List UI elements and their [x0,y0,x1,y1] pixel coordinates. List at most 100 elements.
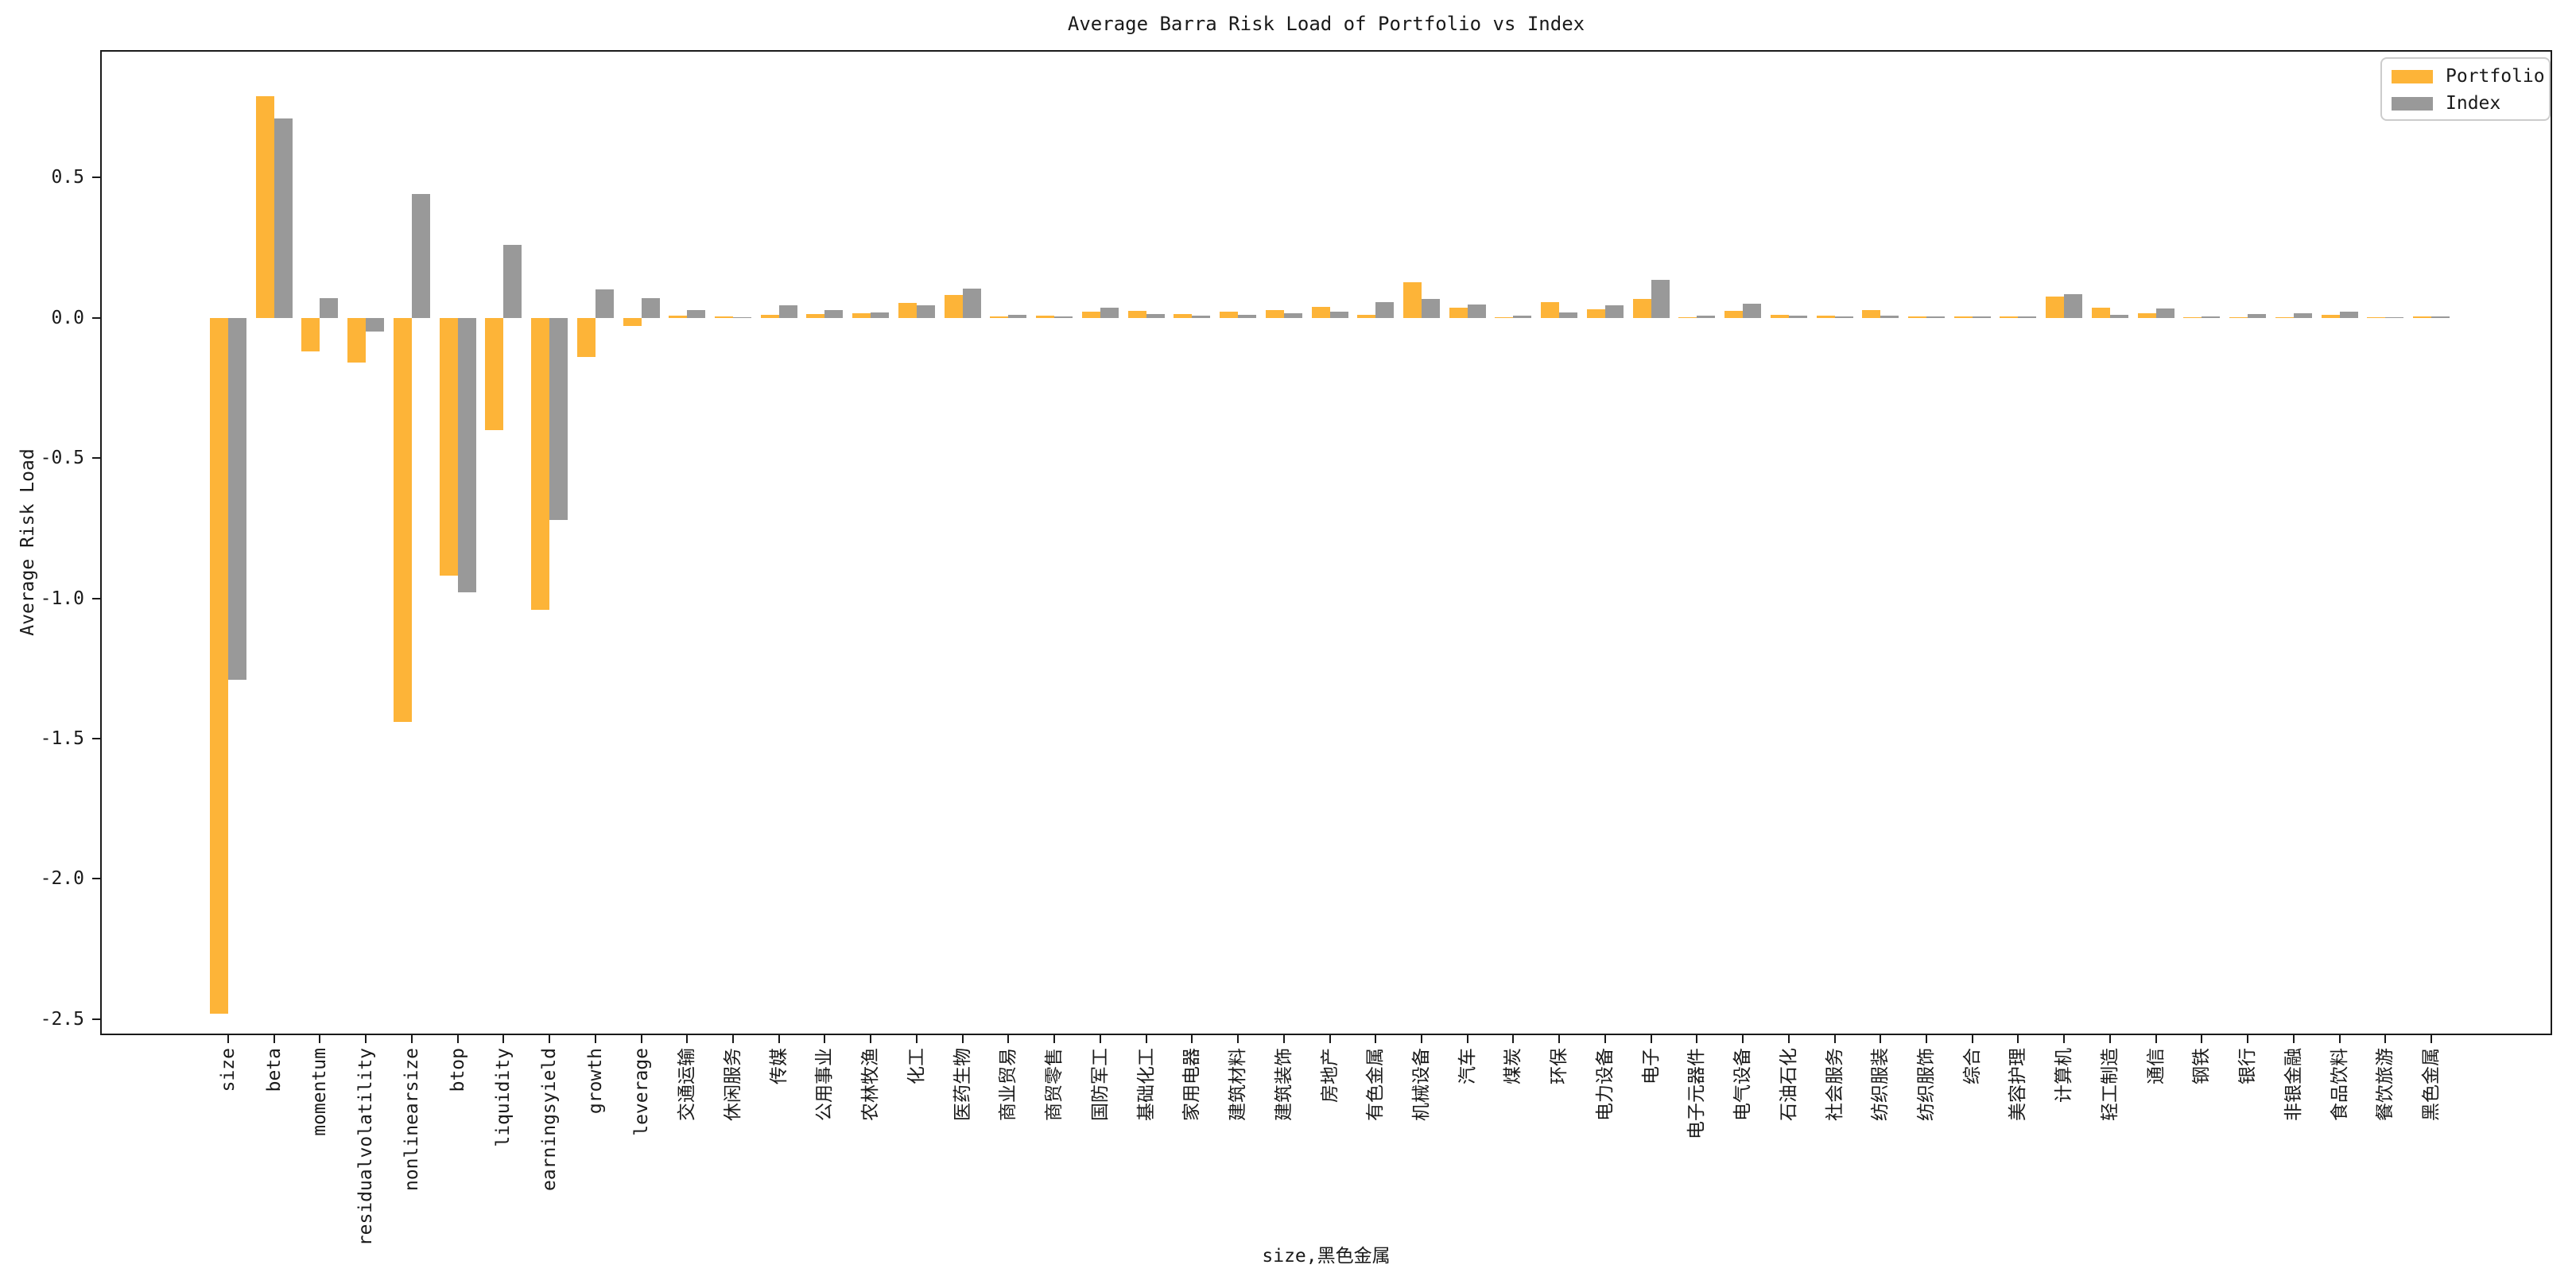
x-tick-label: 交通运输 [677,1048,698,1121]
y-tick-mark [92,878,100,880]
bar-portfolio-汽车 [1449,307,1468,318]
y-tick-label: -2.5 [40,1008,84,1030]
x-tick-label: liquidity [493,1048,514,1147]
x-tick-label: 钢铁 [2191,1048,2213,1084]
x-tick-mark [1145,1035,1147,1043]
x-tick-label: 非银金融 [2283,1048,2304,1121]
x-tick-mark [961,1035,964,1043]
x-tick-mark [1604,1035,1606,1043]
bar-index-石油石化 [1788,316,1807,318]
bar-index-leverage [641,297,660,318]
x-tick-label: 家用电器 [1181,1048,1203,1121]
x-tick-mark [2201,1035,2203,1043]
x-tick-mark [2247,1035,2249,1043]
bar-index-电子 [1651,279,1670,318]
x-tick-mark [1191,1035,1193,1043]
x-tick-label: 电力设备 [1594,1048,1616,1121]
x-tick-label: 传媒 [768,1048,789,1084]
bar-index-基础化工 [1146,313,1165,318]
bar-index-交通运输 [687,310,706,318]
legend-label-index: Index [2446,93,2501,114]
x-tick-mark [1466,1035,1468,1043]
x-tick-mark [1329,1035,1331,1043]
bar-index-黑色金属 [2431,316,2450,318]
y-tick-mark [92,597,100,599]
x-tick-mark [2384,1035,2387,1043]
plot-area [100,50,2552,1035]
bar-portfolio-公用事业 [806,314,825,318]
x-tick-label: 电气设备 [1732,1048,1754,1121]
bar-index-医药生物 [962,289,981,318]
bar-index-机械设备 [1421,298,1440,318]
bar-index-传媒 [778,305,797,318]
bar-index-电气设备 [1743,303,1762,318]
bar-portfolio-黑色金属 [2413,316,2432,318]
bar-portfolio-leverage [623,317,642,327]
bar-index-纺织服装 [1880,316,1899,318]
bar-index-钢铁 [2202,316,2221,318]
x-tick-mark [1007,1035,1010,1043]
x-tick-label: 商业贸易 [998,1048,1019,1121]
bar-portfolio-有色金属 [1357,315,1376,318]
bar-index-计算机 [2064,293,2083,318]
bar-index-商贸零售 [1054,316,1073,318]
legend-label-portfolio: Portfolio [2446,66,2545,87]
y-tick-label: -1.0 [40,588,84,609]
bar-index-有色金属 [1375,301,1395,318]
bar-portfolio-商业贸易 [990,316,1009,318]
x-tick-mark [1833,1035,1836,1043]
legend-swatch-index [2392,96,2433,111]
x-tick-mark [1971,1035,1973,1043]
bar-index-国防军工 [1100,307,1119,318]
x-tick-mark [1787,1035,1790,1043]
x-tick-label: momentum [309,1048,331,1136]
y-tick-mark [92,1018,100,1020]
bar-portfolio-growth [576,317,596,358]
bar-index-农林牧渔 [871,312,890,318]
y-tick-label: 0.5 [51,167,84,188]
bar-index-电力设备 [1604,305,1624,318]
x-tick-label: 综合 [1961,1048,1983,1084]
x-tick-mark [319,1035,321,1043]
x-tick-mark [273,1035,275,1043]
bar-portfolio-momentum [301,317,320,351]
x-axis-label: size,黑色金属 [1262,1246,1391,1267]
x-tick-label: 电子元器件 [1686,1048,1708,1139]
bar-portfolio-交通运输 [669,315,688,318]
bar-portfolio-纺织服饰 [1908,316,1926,318]
bar-portfolio-综合 [1953,316,1973,318]
bar-index-nonlinearsize [411,194,430,318]
bar-index-家用电器 [1192,316,1211,318]
x-tick-mark [1420,1035,1422,1043]
bar-portfolio-社会服务 [1816,315,1835,318]
bar-index-电子元器件 [1697,315,1716,318]
x-tick-label: earningsyield [539,1048,561,1192]
x-tick-mark [410,1035,413,1043]
bar-portfolio-石油石化 [1770,315,1789,318]
x-tick-label: leverage [630,1048,652,1136]
bar-portfolio-纺织服装 [1862,310,1881,318]
x-tick-label: 国防军工 [1089,1048,1111,1121]
legend-entry-index: Index [2392,93,2501,114]
y-tick-label: -0.5 [40,448,84,469]
bar-portfolio-earningsyield [531,317,550,610]
bar-index-momentum [320,297,339,318]
legend-entry-portfolio: Portfolio [2392,66,2545,87]
bar-portfolio-休闲服务 [715,316,734,318]
bar-index-纺织服饰 [1926,316,1945,318]
bar-portfolio-建筑材料 [1220,311,1239,318]
x-tick-label: 公用事业 [814,1048,836,1121]
bar-index-建筑装饰 [1283,312,1302,318]
x-tick-label: 黑色金属 [2421,1048,2442,1121]
bar-portfolio-机械设备 [1402,281,1422,318]
bar-index-休闲服务 [733,316,752,318]
bar-portfolio-家用电器 [1174,313,1193,318]
bar-index-通信 [2155,308,2174,318]
x-tick-mark [1880,1035,1882,1043]
bar-portfolio-建筑装饰 [1265,310,1284,318]
x-tick-mark [549,1035,551,1043]
bar-portfolio-计算机 [2046,296,2065,318]
bar-portfolio-liquidity [485,317,504,430]
x-tick-mark [1053,1035,1056,1043]
